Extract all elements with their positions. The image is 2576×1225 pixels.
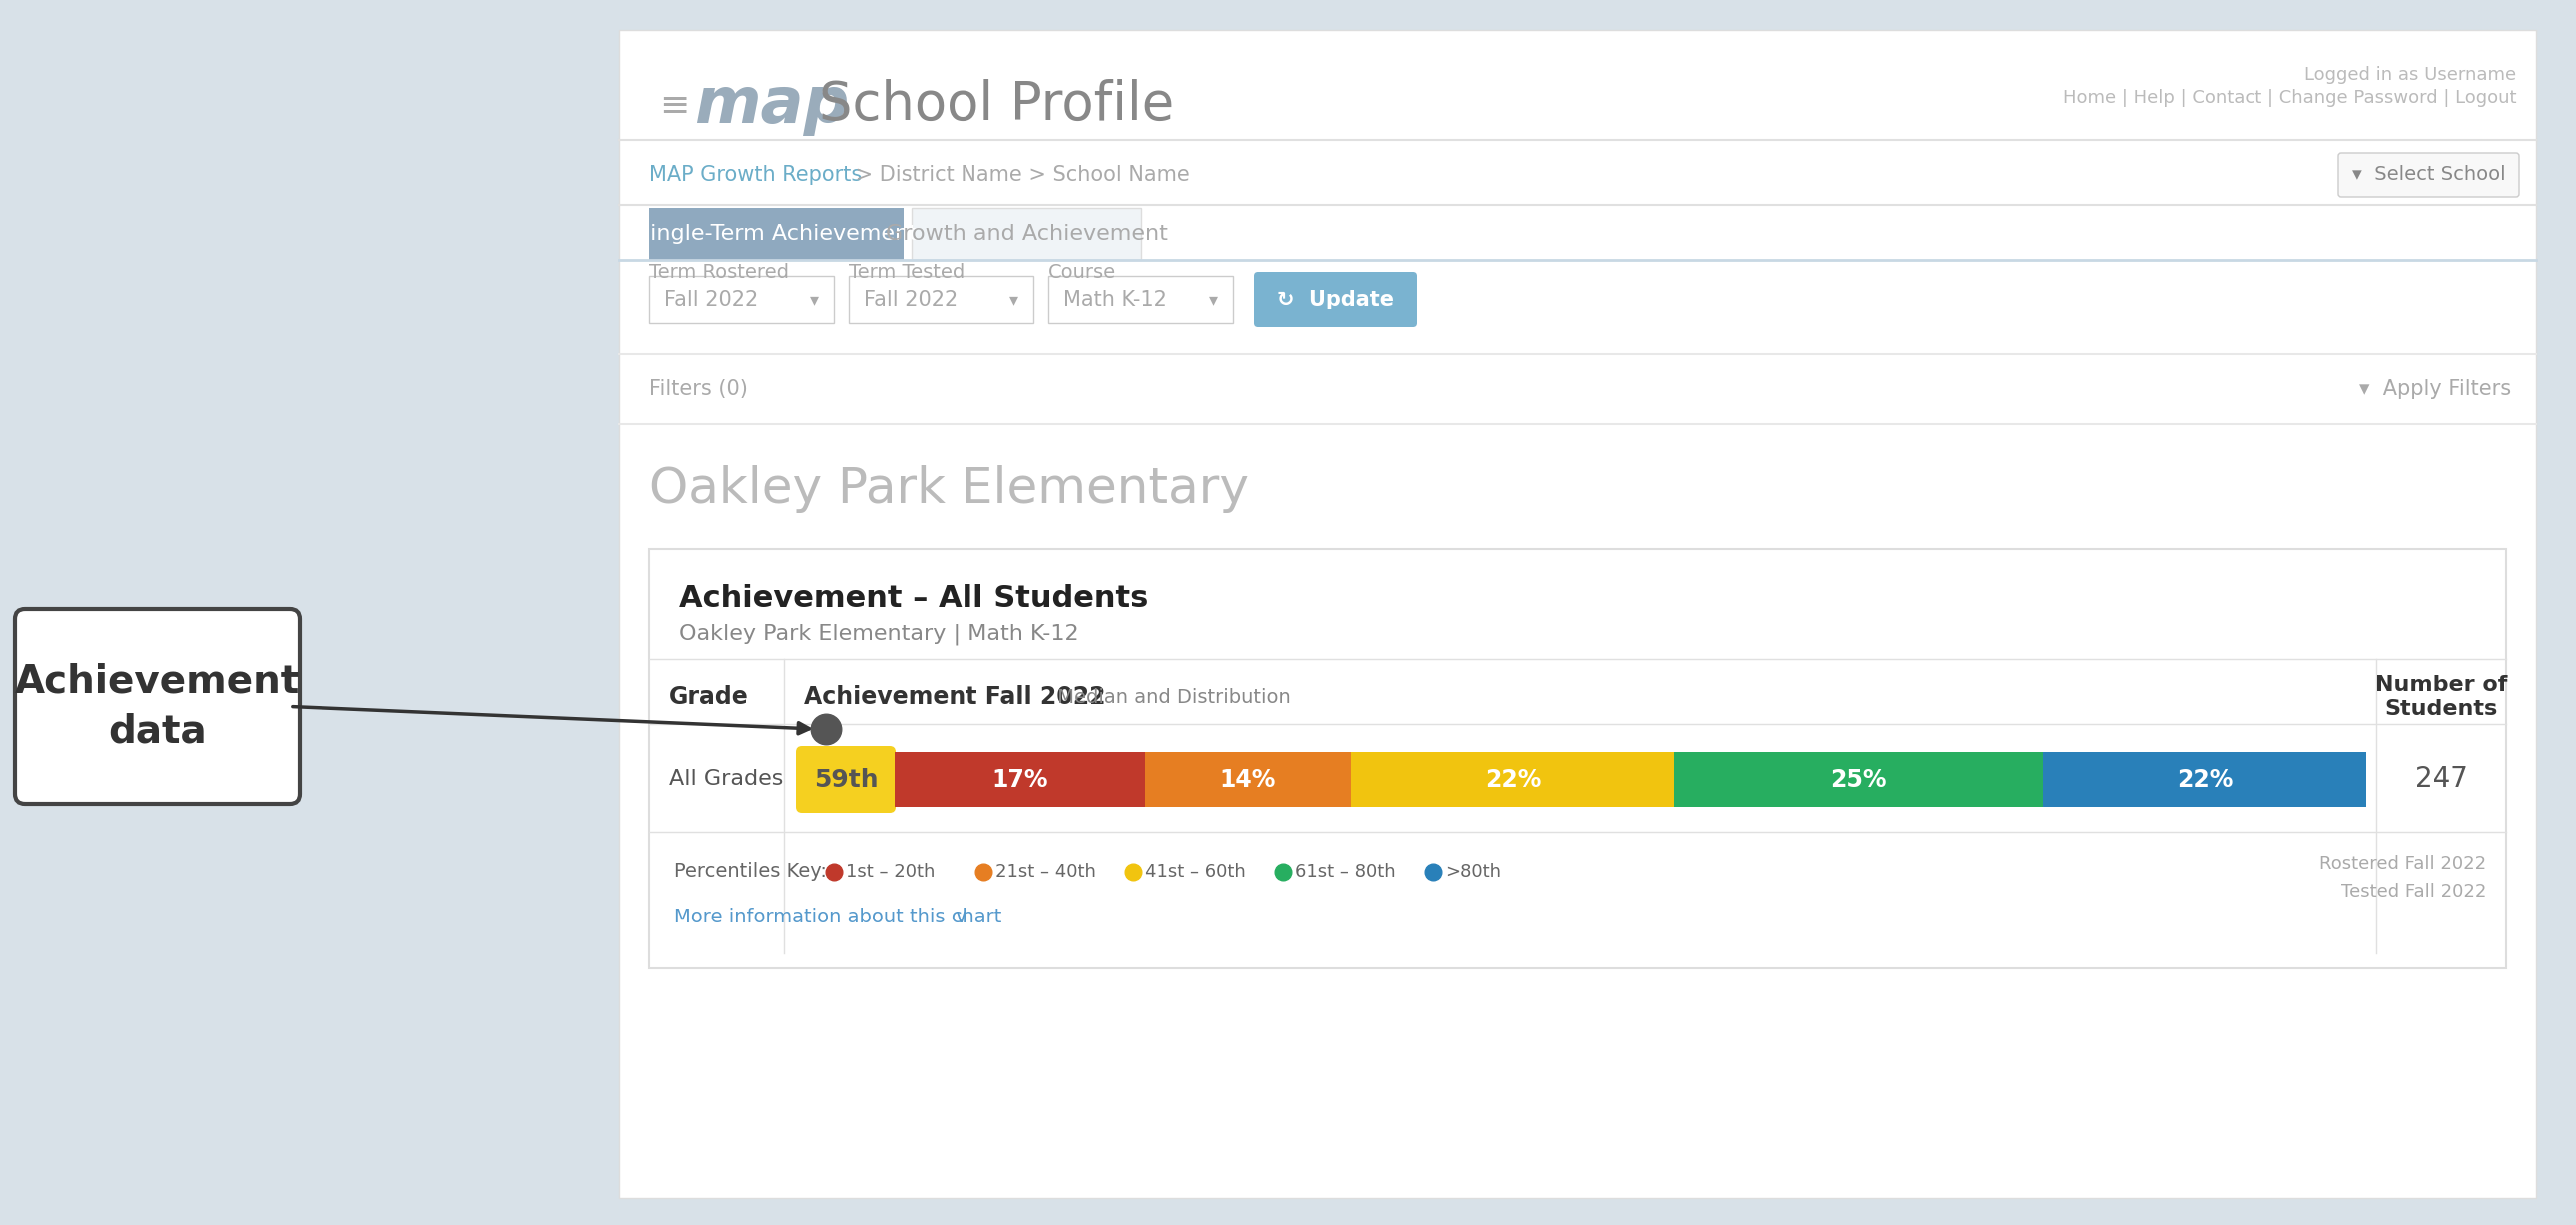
Text: Oakley Park Elementary: Oakley Park Elementary bbox=[649, 466, 1249, 513]
Text: map: map bbox=[693, 73, 850, 136]
Text: Grade: Grade bbox=[670, 685, 750, 709]
Text: 61st – 80th: 61st – 80th bbox=[1296, 862, 1396, 881]
Text: 22%: 22% bbox=[2177, 767, 2233, 791]
Text: >80th: >80th bbox=[1445, 862, 1502, 881]
Text: Growth and Achievement: Growth and Achievement bbox=[886, 224, 1167, 244]
Text: All Grades: All Grades bbox=[670, 769, 783, 789]
Text: ▾  Select School: ▾ Select School bbox=[2352, 165, 2506, 184]
FancyBboxPatch shape bbox=[649, 549, 2506, 969]
FancyBboxPatch shape bbox=[649, 208, 904, 260]
Text: 247: 247 bbox=[2414, 766, 2468, 794]
Text: ▾: ▾ bbox=[1010, 290, 1018, 309]
FancyBboxPatch shape bbox=[2339, 153, 2519, 197]
Bar bbox=[2043, 752, 2367, 807]
Text: 17%: 17% bbox=[992, 767, 1048, 791]
FancyBboxPatch shape bbox=[912, 208, 1141, 260]
Text: 14%: 14% bbox=[1218, 767, 1275, 791]
Text: Rostered Fall 2022: Rostered Fall 2022 bbox=[2318, 855, 2486, 872]
Text: Logged in as Username: Logged in as Username bbox=[2306, 66, 2517, 83]
FancyBboxPatch shape bbox=[15, 609, 299, 804]
Text: Filters (0): Filters (0) bbox=[649, 380, 747, 399]
Bar bbox=[1144, 752, 1350, 807]
Text: Achievement Fall 2022: Achievement Fall 2022 bbox=[804, 685, 1105, 709]
Text: > District Name > School Name: > District Name > School Name bbox=[848, 164, 1190, 185]
FancyBboxPatch shape bbox=[618, 29, 2535, 1198]
Text: Number of
Students: Number of Students bbox=[2375, 675, 2506, 719]
Bar bbox=[894, 752, 1144, 807]
Text: ▾  Apply Filters: ▾ Apply Filters bbox=[2360, 380, 2512, 399]
Text: ∨: ∨ bbox=[943, 906, 969, 926]
Text: More information about this chart: More information about this chart bbox=[675, 906, 1002, 926]
Text: 41st – 60th: 41st – 60th bbox=[1146, 862, 1247, 881]
FancyBboxPatch shape bbox=[1048, 276, 1234, 323]
Text: Oakley Park Elementary | Math K-12: Oakley Park Elementary | Math K-12 bbox=[680, 624, 1079, 644]
FancyBboxPatch shape bbox=[848, 276, 1033, 323]
Text: Term Tested: Term Tested bbox=[848, 262, 966, 281]
Text: ↻  Update: ↻ Update bbox=[1278, 289, 1394, 310]
Text: Math K-12: Math K-12 bbox=[1064, 289, 1167, 310]
Text: Tested Fall 2022: Tested Fall 2022 bbox=[2342, 882, 2486, 900]
Text: 59th: 59th bbox=[814, 767, 878, 791]
Text: 1st – 20th: 1st – 20th bbox=[845, 862, 935, 881]
FancyBboxPatch shape bbox=[649, 276, 835, 323]
Text: 21st – 40th: 21st – 40th bbox=[994, 862, 1097, 881]
Text: ▾: ▾ bbox=[809, 290, 819, 309]
Text: Single-Term Achievement: Single-Term Achievement bbox=[636, 224, 917, 244]
Bar bbox=[1674, 752, 2043, 807]
Text: Achievement
data: Achievement data bbox=[15, 663, 299, 750]
Text: Fall 2022: Fall 2022 bbox=[863, 289, 958, 310]
Text: ≡: ≡ bbox=[659, 88, 690, 121]
FancyBboxPatch shape bbox=[1255, 272, 1417, 327]
Text: School Profile: School Profile bbox=[819, 78, 1175, 131]
Text: Achievement – All Students: Achievement – All Students bbox=[680, 584, 1149, 614]
Text: MAP Growth Reports: MAP Growth Reports bbox=[649, 164, 863, 185]
Text: 22%: 22% bbox=[1484, 767, 1540, 791]
Text: Course: Course bbox=[1048, 262, 1115, 281]
Text: 25%: 25% bbox=[1832, 767, 1886, 791]
Text: Home | Help | Contact | Change Password | Logout: Home | Help | Contact | Change Password … bbox=[2063, 89, 2517, 107]
Text: Median and Distribution: Median and Distribution bbox=[1051, 687, 1291, 707]
Text: Percentiles Key:: Percentiles Key: bbox=[675, 862, 827, 881]
Bar bbox=[1350, 752, 1674, 807]
Text: ▾: ▾ bbox=[1208, 290, 1218, 309]
FancyBboxPatch shape bbox=[796, 746, 896, 812]
Text: Term Rostered: Term Rostered bbox=[649, 262, 788, 281]
Text: Fall 2022: Fall 2022 bbox=[665, 289, 757, 310]
